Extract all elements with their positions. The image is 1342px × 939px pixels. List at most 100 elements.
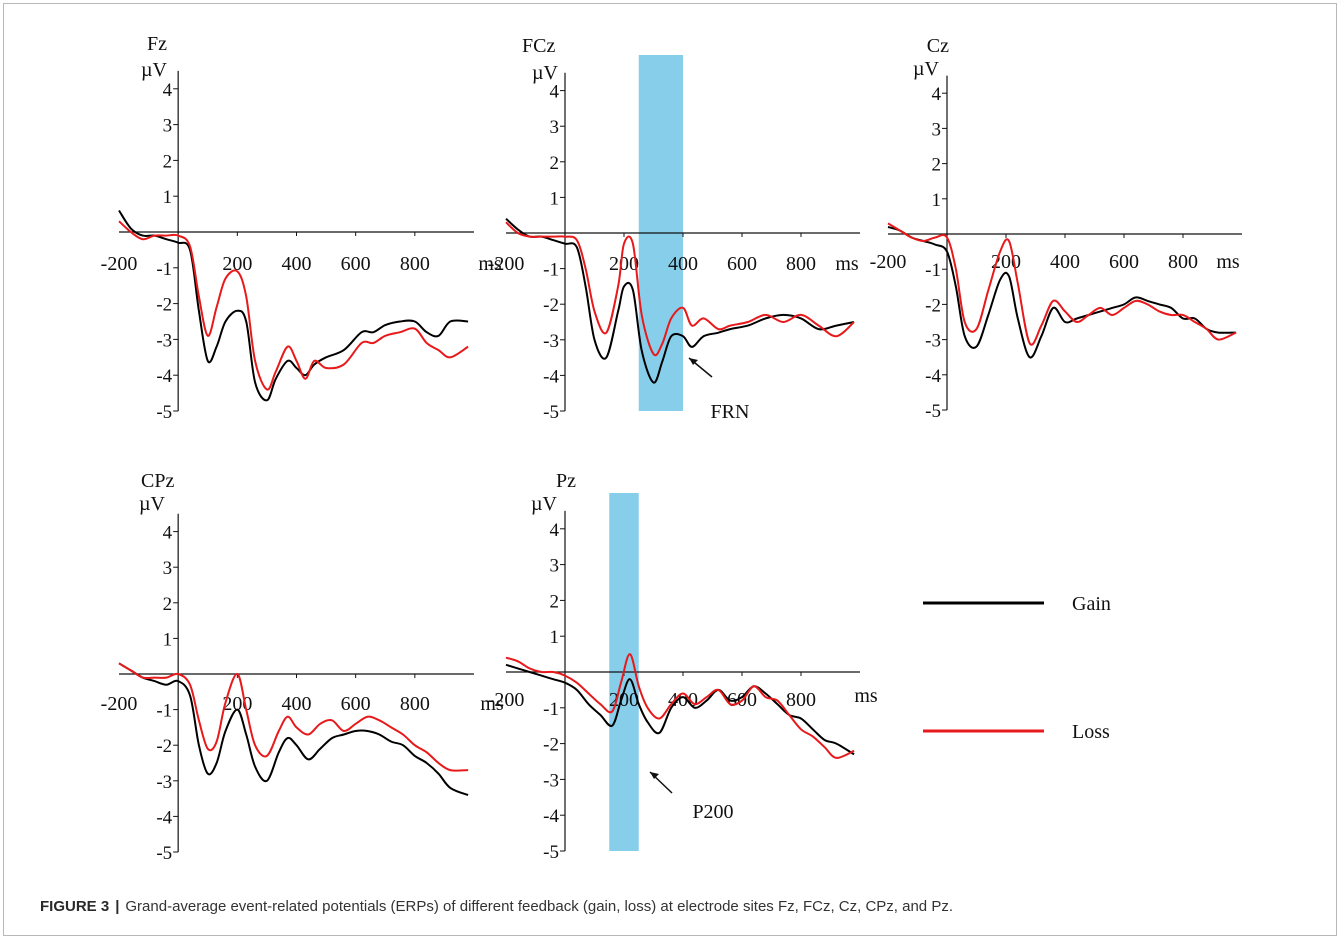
caption-separator: | <box>115 898 120 915</box>
y-tick-label: 1 <box>163 629 173 650</box>
x-unit-label: ms <box>480 693 504 715</box>
x-tick-label: -200 <box>101 253 138 275</box>
y-tick-label: -4 <box>543 806 559 827</box>
y-tick-label: -5 <box>925 401 941 422</box>
y-tick-label: 2 <box>163 151 173 172</box>
annotation-label: P200 <box>692 801 733 823</box>
y-tick-label: -1 <box>925 260 941 281</box>
y-tick-label: 3 <box>550 556 560 577</box>
electrode-title: Fz <box>147 33 167 55</box>
x-unit-label: ms <box>835 253 859 275</box>
x-unit-label: ms <box>478 253 502 275</box>
y-tick-label: 3 <box>163 116 173 137</box>
electrode-title: FCz <box>522 35 555 57</box>
y-tick-label: 4 <box>163 80 173 101</box>
x-tick-label: 600 <box>341 253 371 275</box>
caption-label: FIGURE 3 <box>40 898 110 915</box>
x-tick-label: -200 <box>101 693 138 715</box>
series-line-loss <box>887 222 1237 346</box>
arrow-head-icon <box>650 772 659 779</box>
y-tick-label: 1 <box>550 627 560 648</box>
y-tick-label: -1 <box>156 259 172 280</box>
electrode-title: Cz <box>927 35 949 57</box>
y-tick-label: -1 <box>543 699 559 720</box>
figure-caption: FIGURE 3 | Grand-average event-related pot… <box>40 898 953 915</box>
x-tick-label: -200 <box>488 253 525 275</box>
y-tick-label: 1 <box>932 190 942 211</box>
x-tick-label: 200 <box>991 251 1021 273</box>
x-tick-label: 200 <box>609 253 639 275</box>
series-line-loss <box>505 653 855 759</box>
series-line-gain <box>118 209 469 402</box>
erp-panel-fz: 1 2 3 4 -1 -2 -3 -4 -5 -200 200 400 600 800 ms Fz µV <box>101 33 502 423</box>
series-line-gain <box>118 662 469 796</box>
y-tick-label: -3 <box>156 772 172 793</box>
annotation-label: FRN <box>711 401 750 423</box>
electrode-title: Pz <box>556 470 576 492</box>
y-tick-label: -4 <box>543 366 559 387</box>
x-tick-label: -200 <box>870 251 907 273</box>
y-tick-label: -4 <box>156 366 172 387</box>
caption-text: Grand-average event-related potentials (… <box>125 898 953 915</box>
y-tick-label: -3 <box>925 331 941 352</box>
electrode-title: CPz <box>141 470 174 492</box>
x-tick-label: 800 <box>400 693 430 715</box>
y-tick-label: 2 <box>163 594 173 615</box>
legend: Gain Loss <box>923 593 1111 743</box>
series-line-loss <box>505 221 855 357</box>
y-tick-label: -5 <box>156 843 172 864</box>
arrow-head-icon <box>689 358 698 365</box>
x-tick-label: 600 <box>727 253 757 275</box>
y-unit-label: µV <box>913 58 940 80</box>
figure-frame <box>3 3 1337 936</box>
y-tick-label: -2 <box>156 736 172 757</box>
x-unit-label: ms <box>1216 251 1240 273</box>
x-tick-label: 600 <box>1109 251 1139 273</box>
y-tick-label: -5 <box>543 842 559 863</box>
y-tick-label: -3 <box>156 330 172 351</box>
y-tick-label: -2 <box>543 295 559 316</box>
y-tick-label: 2 <box>932 155 942 176</box>
x-tick-label: 800 <box>786 253 816 275</box>
x-tick-label: 600 <box>341 693 371 715</box>
y-unit-label: µV <box>141 59 168 81</box>
y-tick-label: -3 <box>543 331 559 352</box>
y-tick-label: 3 <box>550 117 560 138</box>
y-tick-label: 3 <box>932 119 942 140</box>
x-tick-label: 400 <box>282 693 312 715</box>
y-tick-label: 1 <box>163 187 173 208</box>
y-tick-label: 4 <box>932 84 942 105</box>
y-unit-label: µV <box>532 62 559 84</box>
y-tick-label: -1 <box>156 701 172 722</box>
y-tick-label: -1 <box>543 260 559 281</box>
y-tick-label: -2 <box>156 295 172 316</box>
y-tick-label: 3 <box>163 558 173 579</box>
y-tick-label: 4 <box>550 520 560 541</box>
legend-label-loss: Loss <box>1072 721 1110 743</box>
x-unit-label: ms <box>854 685 878 707</box>
x-tick-label: 800 <box>786 689 816 711</box>
series-line-loss <box>118 662 469 772</box>
y-tick-label: -2 <box>925 295 941 316</box>
y-tick-label: -4 <box>156 807 172 828</box>
y-tick-label: -5 <box>156 402 172 423</box>
y-tick-label: -5 <box>543 402 559 423</box>
y-unit-label: µV <box>139 493 166 515</box>
x-tick-label: -200 <box>488 689 525 711</box>
y-tick-label: 2 <box>550 591 560 612</box>
series-line-loss <box>118 220 469 391</box>
x-tick-label: 400 <box>668 253 698 275</box>
y-tick-label: -4 <box>925 366 941 387</box>
y-tick-label: -2 <box>543 735 559 756</box>
x-tick-label: 400 <box>282 253 312 275</box>
erp-panel-fcz: 1 2 3 4 -1 -2 -3 -4 -5 -200 200 400 600 800 ms FCz µV FRN <box>488 35 860 423</box>
y-tick-label: 1 <box>550 188 560 209</box>
x-tick-label: 200 <box>609 689 639 711</box>
x-tick-label: 800 <box>1168 251 1198 273</box>
x-tick-label: 200 <box>222 253 252 275</box>
y-tick-label: -3 <box>543 770 559 791</box>
x-tick-label: 800 <box>400 253 430 275</box>
